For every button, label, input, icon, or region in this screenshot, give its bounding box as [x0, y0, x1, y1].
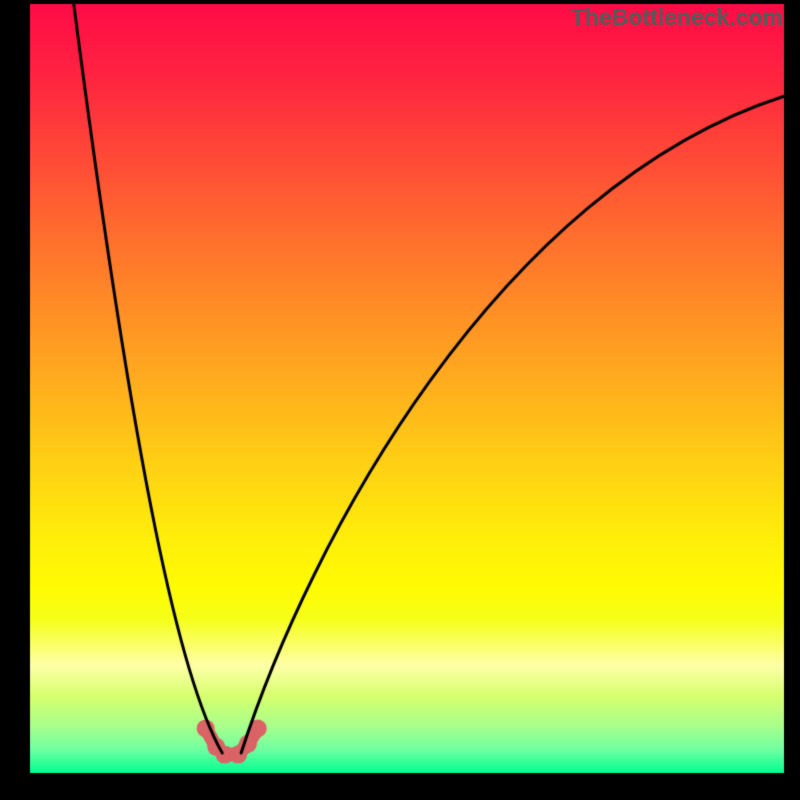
bottleneck-curve [0, 0, 800, 800]
chart-frame: TheBottleneck.com [0, 0, 800, 800]
watermark-text: TheBottleneck.com [571, 4, 783, 31]
